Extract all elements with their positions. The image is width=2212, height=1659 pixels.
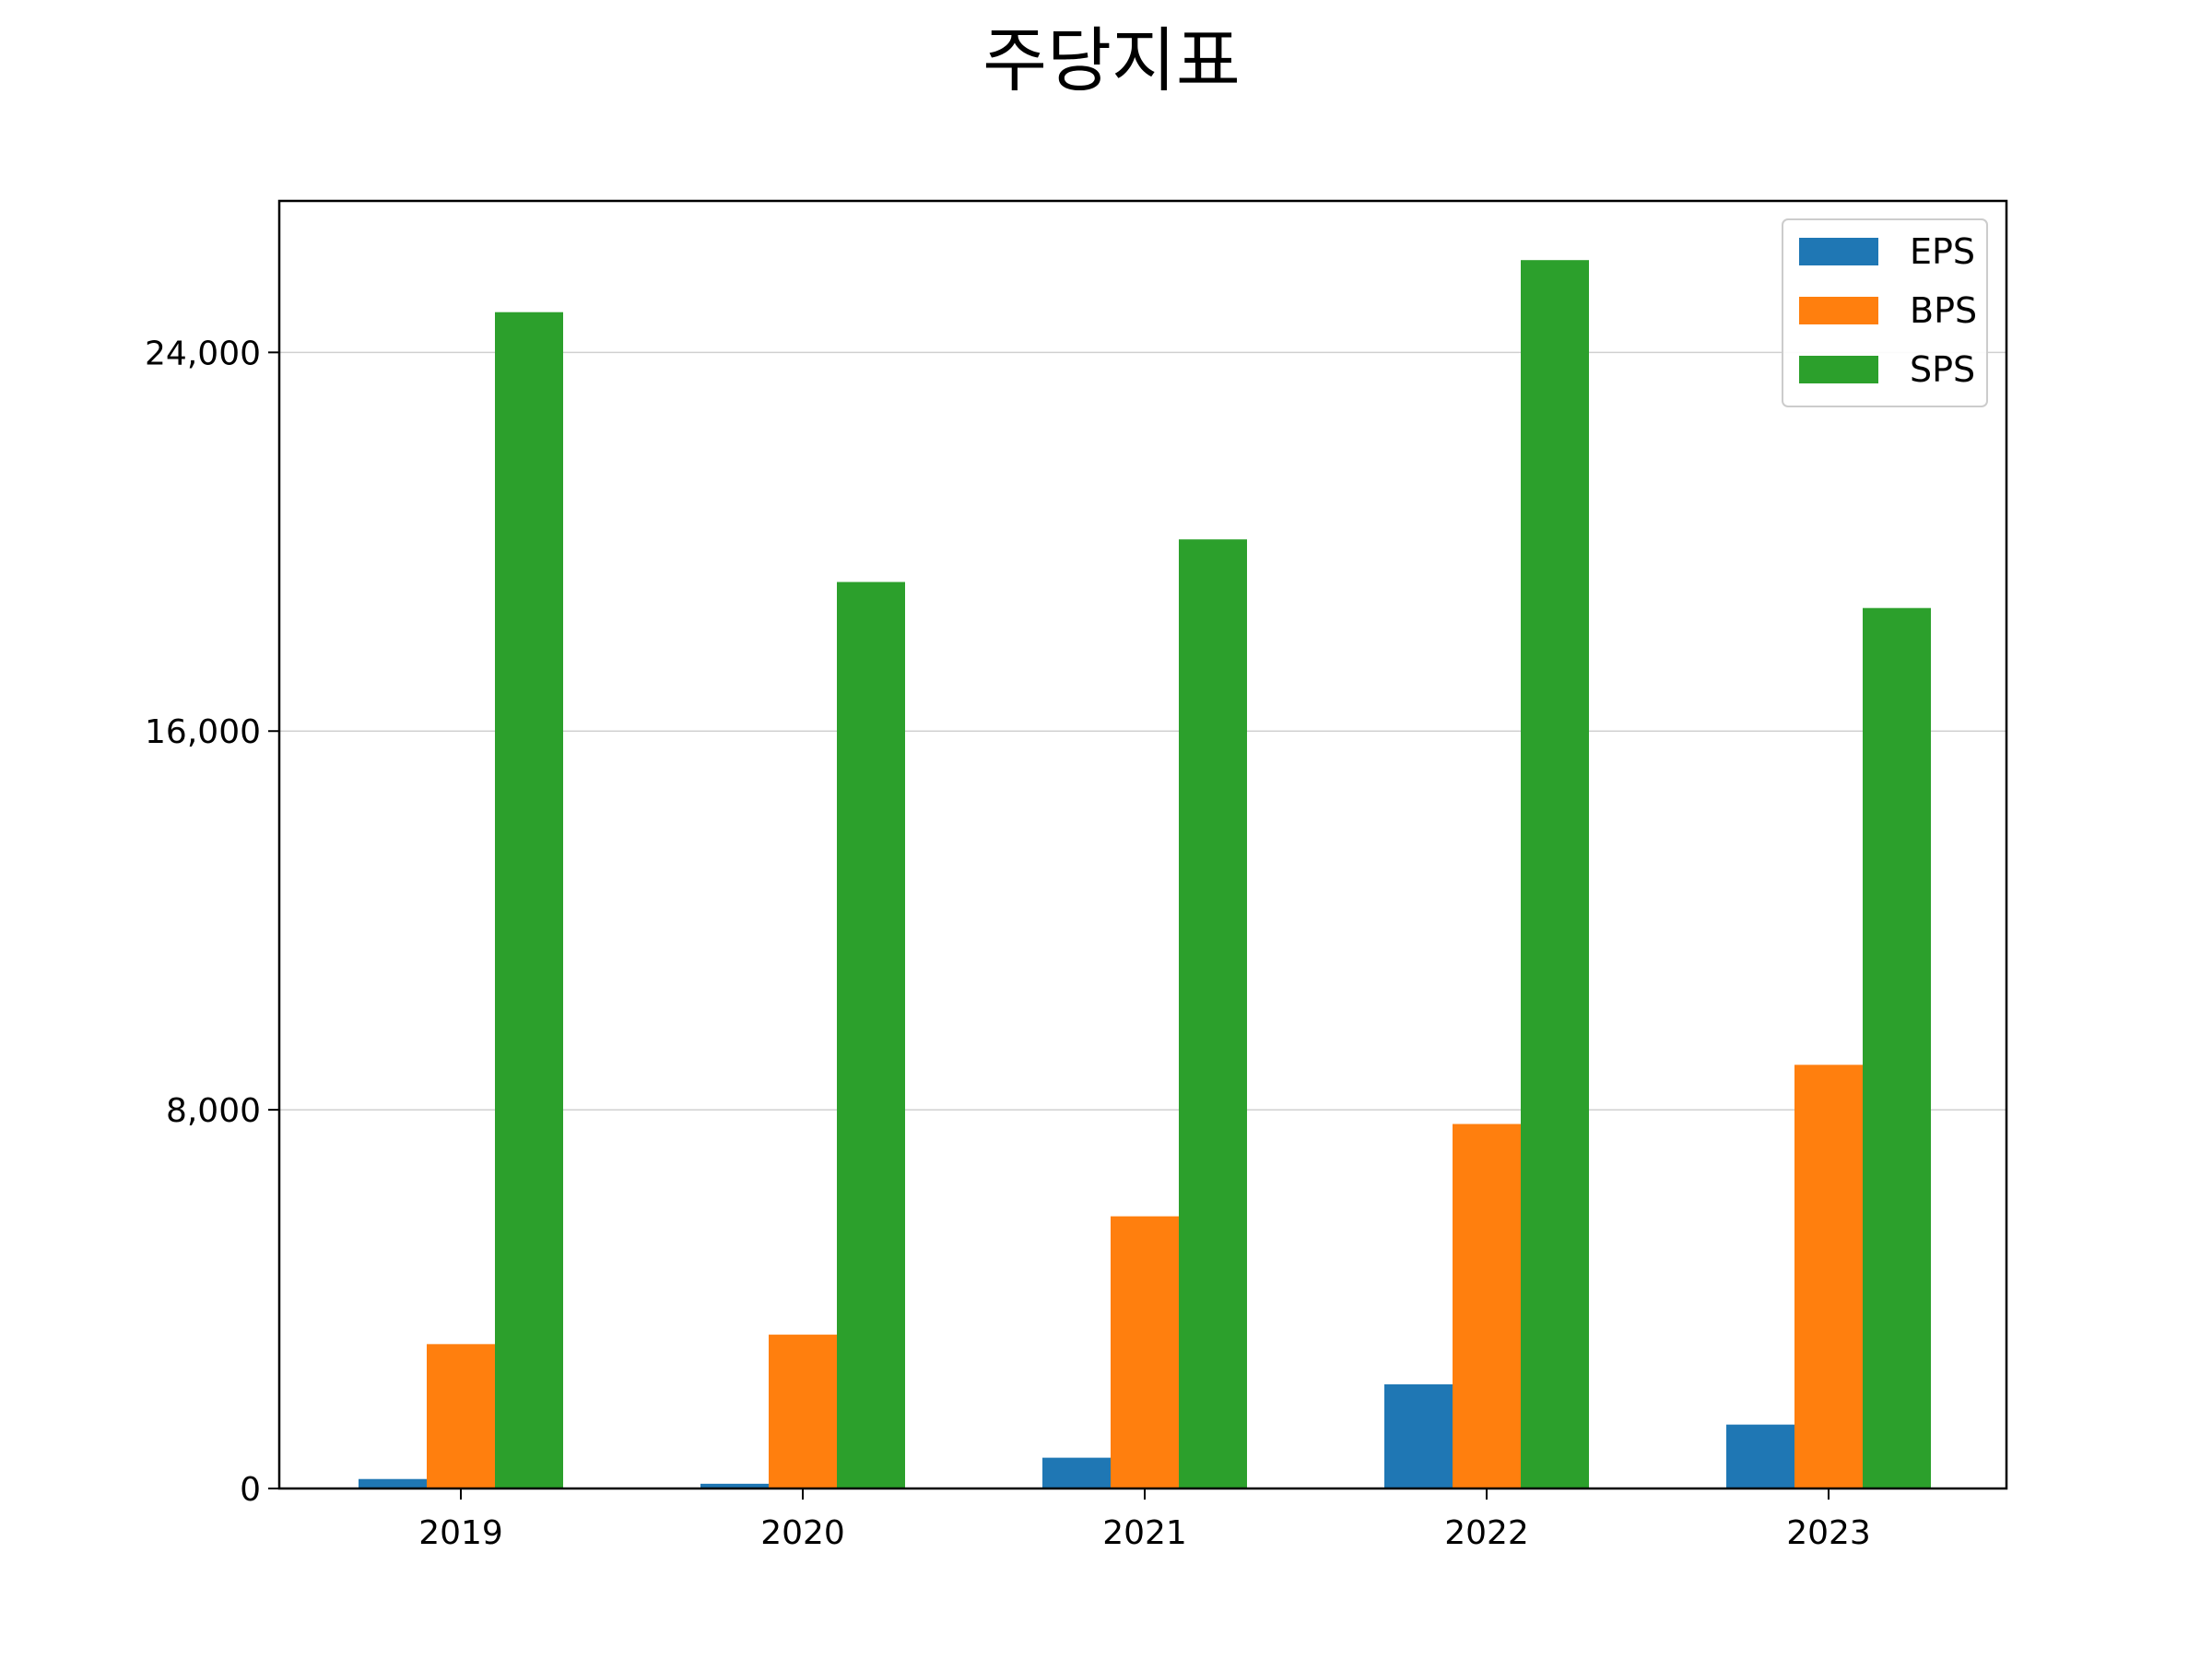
x-tick-label: 2023 — [1786, 1514, 1871, 1552]
bar-eps — [700, 1483, 769, 1488]
legend-label-bps: BPS — [1910, 290, 1977, 331]
x-tick-label: 2021 — [1102, 1514, 1187, 1552]
bar-sps — [1863, 607, 1931, 1488]
bar-bps — [1453, 1124, 1521, 1488]
plot-area-frame — [277, 199, 2008, 1490]
bar-eps — [1384, 1384, 1453, 1488]
chart-title: 주당지표 — [982, 19, 1241, 101]
gridlines — [279, 351, 2006, 1111]
bar-eps — [1726, 1424, 1794, 1488]
y-tick-label: 8,000 — [166, 1092, 261, 1130]
y-axis: 0 8,000 16,000 24,000 — [145, 335, 279, 1509]
y-tick-label: 16,000 — [145, 713, 261, 751]
bars — [359, 260, 1931, 1489]
legend-label-eps: EPS — [1910, 231, 1975, 272]
bar-sps — [1521, 260, 1589, 1488]
bar-bps — [1111, 1216, 1179, 1488]
y-tick-label: 24,000 — [145, 335, 261, 372]
bar-sps — [1179, 539, 1247, 1488]
legend-swatch-sps — [1799, 356, 1878, 383]
x-tick-label: 2020 — [760, 1514, 845, 1552]
bar-sps — [495, 312, 563, 1489]
bar-bps — [427, 1344, 495, 1488]
x-tick-label: 2019 — [418, 1514, 503, 1552]
bar-eps — [359, 1478, 427, 1488]
legend-label-sps: SPS — [1910, 349, 1975, 390]
legend-swatch-bps — [1799, 297, 1878, 324]
y-tick-label: 0 — [240, 1471, 261, 1509]
legend: EPS BPS SPS — [1782, 218, 1988, 407]
legend-swatch-eps — [1799, 238, 1878, 265]
x-tick-label: 2022 — [1444, 1514, 1529, 1552]
x-axis: 2019 2020 2021 2022 2023 — [418, 1488, 1871, 1552]
bar-eps — [1042, 1457, 1111, 1488]
bar-sps — [837, 582, 905, 1488]
bar-bps — [1794, 1065, 1863, 1488]
bar-bps — [769, 1335, 837, 1488]
